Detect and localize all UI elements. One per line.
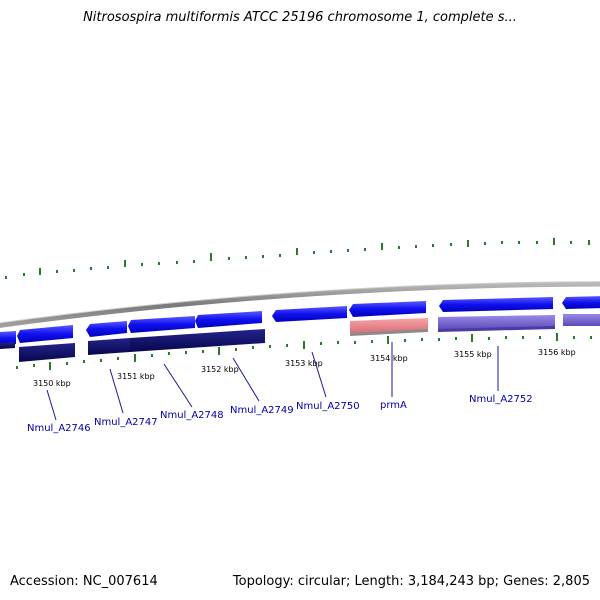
rrna-block[interactable] bbox=[350, 329, 428, 336]
scale-label: 3151 kbp bbox=[117, 372, 155, 381]
inner-gc-track bbox=[16, 333, 592, 370]
scale-label: 3155 kbp bbox=[454, 350, 492, 359]
cds-block[interactable] bbox=[0, 342, 15, 349]
scale-label: 3154 kbp bbox=[370, 354, 408, 363]
gene-arrow[interactable] bbox=[195, 311, 262, 328]
gene-label-nmul-a2750[interactable]: Nmul_A2750 bbox=[296, 401, 360, 412]
label-leaders bbox=[46, 342, 499, 421]
scale-label: 3156 kbp bbox=[538, 348, 576, 357]
gene-arrow[interactable] bbox=[439, 297, 553, 312]
cds-block[interactable] bbox=[19, 343, 75, 362]
gene-arrow[interactable] bbox=[349, 301, 426, 317]
accession-text: Accession: NC_007614 bbox=[10, 574, 158, 589]
topology-text: Topology: circular; Length: 3,184,243 bp… bbox=[232, 574, 590, 589]
cds-block[interactable] bbox=[563, 314, 600, 326]
scale-label: 3150 kbp bbox=[33, 379, 71, 388]
gene-arrow[interactable] bbox=[272, 306, 347, 322]
map-title: Nitrosospira multiformis ATCC 25196 chro… bbox=[83, 10, 517, 25]
gc-skew-track bbox=[5, 238, 590, 279]
scale-label: 3153 kbp bbox=[285, 359, 323, 368]
gene-labels: Nmul_A2746 Nmul_A2747 Nmul_A2748 Nmul_A2… bbox=[27, 394, 533, 434]
gene-label-nmul-a2746[interactable]: Nmul_A2746 bbox=[27, 423, 91, 434]
gene-label-nmul-a2747[interactable]: Nmul_A2747 bbox=[94, 417, 158, 428]
cds-block[interactable] bbox=[438, 315, 555, 330]
cds-block[interactable] bbox=[88, 338, 130, 355]
scale-labels: 3150 kbp 3151 kbp 3152 kbp 3153 kbp 3154… bbox=[33, 348, 576, 388]
gene-arrow[interactable] bbox=[86, 321, 127, 337]
gene-label-nmul-a2748[interactable]: Nmul_A2748 bbox=[160, 410, 224, 421]
scale-label: 3152 kbp bbox=[201, 365, 239, 374]
chromosome-backbone bbox=[0, 281, 600, 328]
cds-block[interactable] bbox=[438, 326, 555, 332]
gene-label-nmul-a2752[interactable]: Nmul_A2752 bbox=[469, 394, 533, 405]
gene-arrow[interactable] bbox=[128, 316, 195, 333]
gene-label-prma[interactable]: prmA bbox=[380, 400, 407, 411]
gene-label-nmul-a2749[interactable]: Nmul_A2749 bbox=[230, 405, 294, 416]
feature-track bbox=[0, 314, 600, 362]
gene-arrow[interactable] bbox=[562, 296, 600, 309]
cds-block[interactable] bbox=[130, 329, 265, 352]
forward-gene-track bbox=[0, 296, 600, 346]
gene-arrow[interactable] bbox=[17, 325, 73, 343]
